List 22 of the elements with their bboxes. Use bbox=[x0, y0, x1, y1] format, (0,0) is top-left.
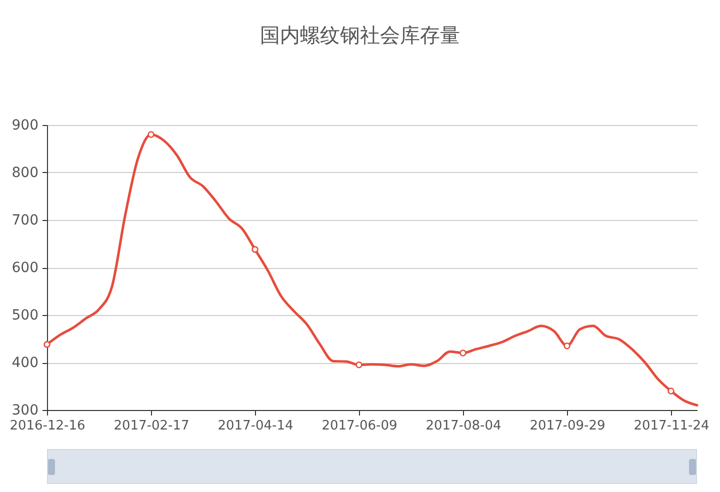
x-tick-label: 2017-08-04 bbox=[426, 418, 502, 434]
point bbox=[356, 361, 362, 368]
point bbox=[44, 341, 50, 348]
point bbox=[148, 131, 154, 138]
y-tick-label: 900 bbox=[12, 118, 38, 134]
point bbox=[564, 342, 570, 350]
x-tick-label: 2017-02-17 bbox=[114, 418, 190, 434]
y-tick-label: 700 bbox=[12, 212, 38, 228]
point bbox=[252, 246, 258, 253]
point bbox=[668, 388, 674, 394]
y-tick-label: 600 bbox=[12, 260, 38, 276]
y-tick-label: 500 bbox=[12, 308, 38, 324]
x-tick-label: 2017-11-24 bbox=[634, 418, 710, 434]
y-tick-label: 400 bbox=[12, 355, 38, 371]
chart-title: 国内螺纹钢社会库存量 bbox=[260, 23, 460, 47]
x-tick-label: 2017-06-09 bbox=[322, 418, 398, 434]
point bbox=[460, 350, 466, 356]
y-tick-label: 300 bbox=[12, 402, 38, 418]
x-tick-label: 2016-12-16 bbox=[10, 418, 86, 434]
y-tick-label: 800 bbox=[12, 165, 38, 181]
x-tick-label: 2017-09-29 bbox=[530, 418, 606, 434]
x-tick-label: 2017-04-14 bbox=[218, 418, 294, 434]
